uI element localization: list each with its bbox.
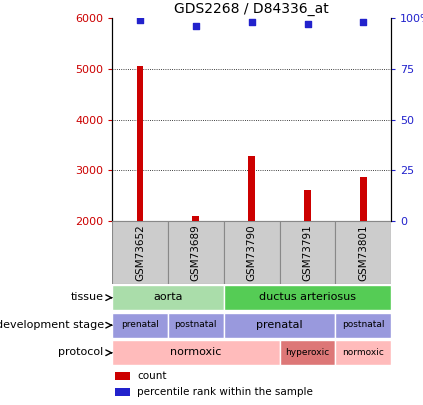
Text: percentile rank within the sample: percentile rank within the sample xyxy=(137,388,313,397)
Text: prenatal: prenatal xyxy=(256,320,303,330)
Text: GSM73801: GSM73801 xyxy=(358,224,368,281)
Text: aorta: aorta xyxy=(153,292,183,302)
Text: protocol: protocol xyxy=(58,347,104,357)
Text: GSM73790: GSM73790 xyxy=(247,224,257,281)
Text: development stage: development stage xyxy=(0,320,104,330)
Text: postnatal: postnatal xyxy=(175,320,217,329)
Title: GDS2268 / D84336_at: GDS2268 / D84336_at xyxy=(174,2,329,16)
Bar xyxy=(224,285,391,310)
Bar xyxy=(335,313,391,338)
Bar xyxy=(112,221,168,284)
Bar xyxy=(112,313,168,338)
Bar xyxy=(335,221,391,284)
Bar xyxy=(168,313,224,338)
Point xyxy=(137,17,143,23)
Text: GSM73791: GSM73791 xyxy=(302,224,313,281)
Point xyxy=(192,23,199,30)
Text: normoxic: normoxic xyxy=(170,347,222,357)
Bar xyxy=(115,388,130,396)
Point xyxy=(248,19,255,26)
Text: postnatal: postnatal xyxy=(342,320,385,329)
Bar xyxy=(280,221,335,284)
Bar xyxy=(335,340,391,365)
Text: count: count xyxy=(137,371,167,382)
Bar xyxy=(192,216,199,221)
Bar xyxy=(304,190,311,221)
Point xyxy=(304,21,311,28)
Text: ductus arteriosus: ductus arteriosus xyxy=(259,292,356,302)
Bar xyxy=(224,313,335,338)
Text: GSM73689: GSM73689 xyxy=(191,224,201,281)
Bar xyxy=(115,372,130,380)
Bar xyxy=(112,285,224,310)
Text: prenatal: prenatal xyxy=(121,320,159,329)
Bar xyxy=(224,221,280,284)
Bar xyxy=(280,340,335,365)
Bar xyxy=(137,66,143,221)
Text: GSM73652: GSM73652 xyxy=(135,224,145,281)
Bar xyxy=(112,340,280,365)
Bar xyxy=(168,221,224,284)
Text: tissue: tissue xyxy=(71,292,104,302)
Text: normoxic: normoxic xyxy=(343,348,384,357)
Bar xyxy=(360,177,367,221)
Bar xyxy=(248,156,255,221)
Point xyxy=(360,19,367,26)
Text: hyperoxic: hyperoxic xyxy=(286,348,330,357)
